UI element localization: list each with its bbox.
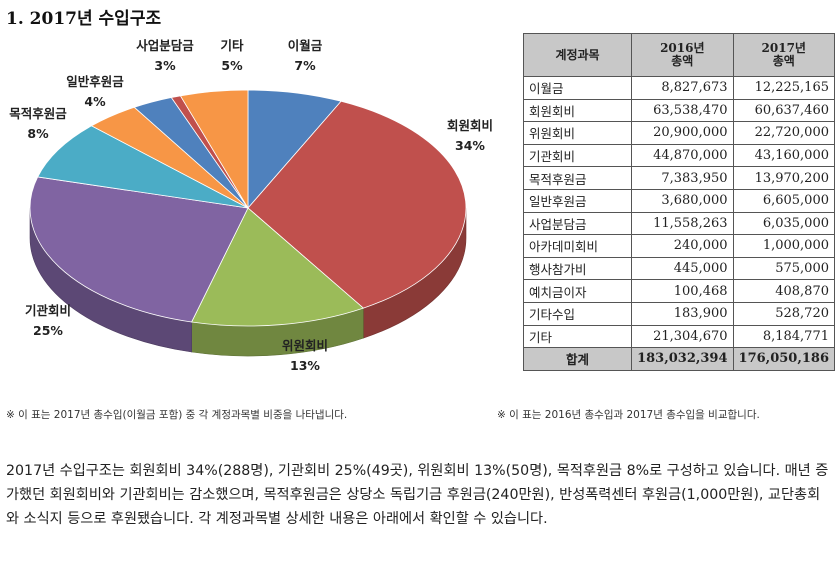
row-2016: 445,000 bbox=[631, 256, 734, 281]
row-2016: 240,000 bbox=[631, 234, 734, 258]
row-2017: 43,160,000 bbox=[732, 143, 835, 168]
section-heading: 1. 2017년 수입구조 bbox=[6, 9, 162, 29]
row-2017: 12,225,165 bbox=[732, 76, 835, 100]
header-2017: 2017년 총액 bbox=[732, 33, 835, 77]
header-account-text: 계정과목 bbox=[555, 47, 600, 62]
row-2016: 8,827,673 bbox=[631, 76, 734, 100]
pie-label-위원회비: 위원회비 13% bbox=[282, 338, 328, 373]
pie-label-목적후원금: 목적후원금 8% bbox=[9, 106, 67, 141]
row-account: 기관회비 bbox=[522, 143, 633, 168]
table-header-row: 계정과목 2016년 총액 2017년 총액 bbox=[522, 33, 835, 77]
row-2016: 7,383,950 bbox=[631, 166, 734, 190]
header-2016: 2016년 총액 bbox=[631, 33, 734, 77]
table-row: 기타 21,304,670 8,184,771 bbox=[522, 324, 835, 349]
row-2016: 44,870,000 bbox=[631, 143, 734, 168]
total-label: 합계 bbox=[522, 347, 633, 371]
row-account: 기타 bbox=[522, 324, 633, 349]
row-account: 아카데미회비 bbox=[522, 234, 633, 258]
pie-label-사업분담금: 사업분담금 3% bbox=[136, 38, 194, 73]
row-2016: 21,304,670 bbox=[631, 324, 734, 349]
table-row: 예치금이자 100,468 408,870 bbox=[522, 279, 835, 303]
pie-slice-위원회비 bbox=[191, 207, 365, 327]
table-row: 목적후원금 7,383,950 13,970,200 bbox=[522, 166, 835, 190]
row-2017: 1,000,000 bbox=[732, 234, 835, 258]
chart-note: ※ 이 표는 2017년 총수입(이월금 포함) 중 각 계정과목별 비중을 나… bbox=[6, 409, 348, 421]
table-row: 아카데미회비 240,000 1,000,000 bbox=[522, 234, 835, 258]
pie-chart-svg: 이월금 7% 회원회비 34% 위원회비 13% 기관회비 25% 목적후원금 8%일반후원금 4%… bbox=[9, 38, 493, 373]
table-row: 일반후원금 3,680,000 6,605,000 bbox=[522, 188, 835, 213]
total-2017: 176,050,186 bbox=[732, 347, 835, 371]
pie-slice-회원회비 bbox=[247, 100, 467, 309]
row-account: 일반후원금 bbox=[522, 188, 633, 213]
summary-paragraph: 2017년 수입구조는 회원회비 34%(288명), 기관회비 25%(49곳… bbox=[6, 463, 829, 527]
table-row: 기타수입 183,900 528,720 bbox=[522, 301, 835, 326]
pie-label-기관회비: 기관회비 25% bbox=[25, 303, 71, 338]
row-2016: 3,680,000 bbox=[631, 188, 734, 213]
row-account: 사업분담금 bbox=[522, 211, 633, 236]
table-row: 이월금 8,827,673 12,225,165 bbox=[522, 76, 835, 100]
row-2017: 22,720,000 bbox=[732, 121, 835, 145]
pie-slice-기관회비 bbox=[29, 176, 249, 323]
income-comparison-table: 계정과목 2016년 총액 2017년 총액 이월금 8,827,673 12,225,… bbox=[522, 33, 835, 371]
table-total-row: 합계 183,032,394 176,050,186 bbox=[522, 347, 835, 371]
row-2017: 13,970,200 bbox=[732, 166, 835, 190]
pie-label-일반후원금: 일반후원금 4% bbox=[66, 74, 124, 109]
table-row: 기관회비 44,870,000 43,160,000 bbox=[522, 143, 835, 168]
row-2017: 528,720 bbox=[732, 301, 835, 326]
pie-label-회원회비: 회원회비 34% bbox=[447, 118, 493, 153]
pie-label-기타: 기타 5% bbox=[220, 38, 244, 73]
row-2016: 11,558,263 bbox=[631, 211, 734, 236]
table-row: 회원회비 63,538,470 60,637,460 bbox=[522, 98, 835, 123]
row-2017: 60,637,460 bbox=[732, 98, 835, 123]
row-2017: 575,000 bbox=[732, 256, 835, 281]
row-account: 예치금이자 bbox=[522, 279, 633, 303]
header-2017-text: 2017년 총액 bbox=[761, 41, 806, 68]
row-2017: 8,184,771 bbox=[732, 324, 835, 349]
pie-slice-기타 bbox=[179, 89, 249, 210]
row-2016: 183,900 bbox=[631, 301, 734, 326]
total-2016: 183,032,394 bbox=[631, 347, 734, 371]
table-row: 사업분담금 11,558,263 6,035,000 bbox=[522, 211, 835, 236]
row-2017: 6,605,000 bbox=[732, 188, 835, 213]
row-2016: 100,468 bbox=[631, 279, 734, 303]
row-2016: 63,538,470 bbox=[631, 98, 734, 123]
pie-chart: 이월금 7% 회원회비 34% 위원회비 13% 기관회비 25% 목적후원금 8% 일반후원금 4%… bbox=[0, 28, 520, 398]
table-row: 행사참가비 445,000 575,000 bbox=[522, 256, 835, 281]
row-account: 회원회비 bbox=[522, 98, 633, 123]
header-account: 계정과목 bbox=[522, 33, 633, 77]
row-account: 이월금 bbox=[522, 76, 633, 100]
pie-label-이월금: 이월금 7% bbox=[288, 38, 323, 73]
row-account: 위원회비 bbox=[522, 121, 633, 145]
pie-slice-목적후원금 bbox=[37, 125, 249, 209]
row-account: 목적후원금 bbox=[522, 166, 633, 190]
row-2017: 408,870 bbox=[732, 279, 835, 303]
header-2016-text: 2016년 총액 bbox=[660, 41, 705, 68]
row-account: 행사참가비 bbox=[522, 256, 633, 281]
row-2016: 20,900,000 bbox=[631, 121, 734, 145]
table-note: ※ 이 표는 2016년 총수입과 2017년 총수입을 비교합니다. bbox=[497, 409, 760, 421]
row-account: 기타수입 bbox=[522, 301, 633, 326]
row-2017: 6,035,000 bbox=[732, 211, 835, 236]
table-row: 위원회비 20,900,000 22,720,000 bbox=[522, 121, 835, 145]
